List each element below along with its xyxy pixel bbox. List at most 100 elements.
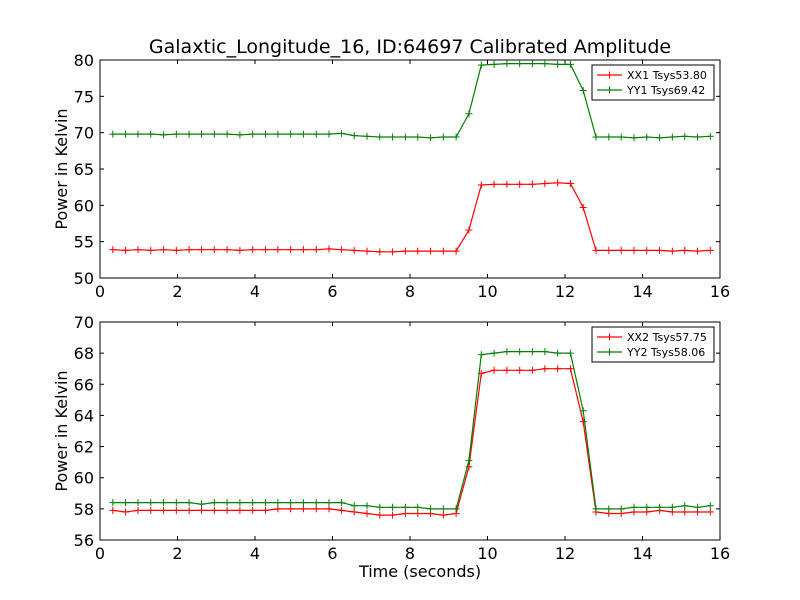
data-point [210, 506, 218, 514]
data-point [477, 351, 485, 359]
data-point [389, 511, 397, 519]
data-point [287, 499, 295, 507]
data-point [299, 499, 307, 507]
data-point [528, 348, 536, 356]
data-point [477, 61, 485, 69]
data-point [605, 505, 613, 513]
legend-label: XX1 Tsys53.80 [627, 69, 707, 82]
data-point [274, 130, 282, 138]
data-point [490, 349, 498, 357]
legend [591, 64, 715, 101]
data-point [249, 506, 257, 514]
data-point [185, 130, 193, 138]
legend-label: YY1 Tsys69.42 [626, 84, 705, 97]
data-point [337, 499, 345, 507]
data-point [592, 133, 600, 141]
data-point [566, 349, 574, 357]
data-point [592, 505, 600, 513]
data-point [337, 506, 345, 514]
data-point [210, 246, 218, 254]
y-tick-label: 68 [74, 344, 94, 363]
data-point [516, 180, 524, 188]
data-point [249, 130, 257, 138]
data-point [566, 60, 574, 68]
data-point [274, 505, 282, 513]
x-tick-label: 8 [405, 282, 415, 301]
data-point [350, 508, 358, 516]
data-point [465, 457, 473, 465]
data-point [223, 246, 231, 254]
data-point [376, 248, 384, 256]
data-point [223, 130, 231, 138]
data-point [427, 247, 435, 255]
data-point [681, 502, 689, 510]
data-point [299, 130, 307, 138]
data-point [681, 508, 689, 516]
data-point [109, 499, 117, 507]
data-point [414, 503, 422, 511]
data-point [579, 204, 587, 212]
data-point [630, 246, 638, 254]
x-tick-label: 6 [327, 282, 337, 301]
data-point [198, 500, 206, 508]
data-point [185, 506, 193, 514]
data-point [337, 246, 345, 254]
data-point [401, 510, 409, 518]
data-point [503, 366, 511, 374]
y-tick-label: 70 [74, 313, 94, 332]
data-point [249, 499, 257, 507]
data-point [350, 246, 358, 254]
data-point [605, 246, 613, 254]
data-point [706, 132, 714, 140]
data-point [528, 60, 536, 68]
x-tick-label: 14 [632, 544, 652, 563]
data-point [287, 130, 295, 138]
data-point [503, 348, 511, 356]
data-point [363, 510, 371, 518]
data-point [681, 246, 689, 254]
data-point [694, 133, 702, 141]
data-point [617, 246, 625, 254]
data-point [566, 365, 574, 373]
data-point [122, 246, 130, 254]
data-point [376, 511, 384, 519]
x-tick-label: 12 [555, 282, 575, 301]
data-point [122, 130, 130, 138]
data-point [350, 502, 358, 510]
data-point [414, 510, 422, 518]
data-point [185, 499, 193, 507]
data-point [617, 505, 625, 513]
data-point [694, 247, 702, 255]
data-point [528, 366, 536, 374]
x-tick-label: 0 [95, 282, 105, 301]
data-point [376, 133, 384, 141]
data-point [134, 246, 142, 254]
data-point [630, 503, 638, 511]
data-point [223, 506, 231, 514]
data-point [706, 508, 714, 516]
y-tick-label: 80 [74, 51, 94, 70]
data-point [503, 180, 511, 188]
data-point [236, 499, 244, 507]
data-point [299, 505, 307, 513]
data-point [439, 511, 447, 519]
data-point [299, 246, 307, 254]
data-point [109, 506, 117, 514]
x-tick-label: 10 [477, 544, 497, 563]
data-point [554, 349, 562, 357]
data-point [516, 60, 524, 68]
data-point [172, 246, 180, 254]
data-point [579, 418, 587, 426]
data-point [465, 110, 473, 118]
data-point [554, 365, 562, 373]
x-axis-label: Time (seconds) [358, 562, 481, 581]
y-tick-label: 56 [74, 531, 94, 550]
data-point [439, 505, 447, 513]
y-tick-label: 65 [74, 160, 94, 179]
chart-title: Galaxtic_Longitude_16, ID:64697 Calibrat… [149, 36, 671, 58]
data-point [172, 506, 180, 514]
data-point [160, 131, 168, 139]
data-point [541, 180, 549, 188]
data-point [198, 130, 206, 138]
